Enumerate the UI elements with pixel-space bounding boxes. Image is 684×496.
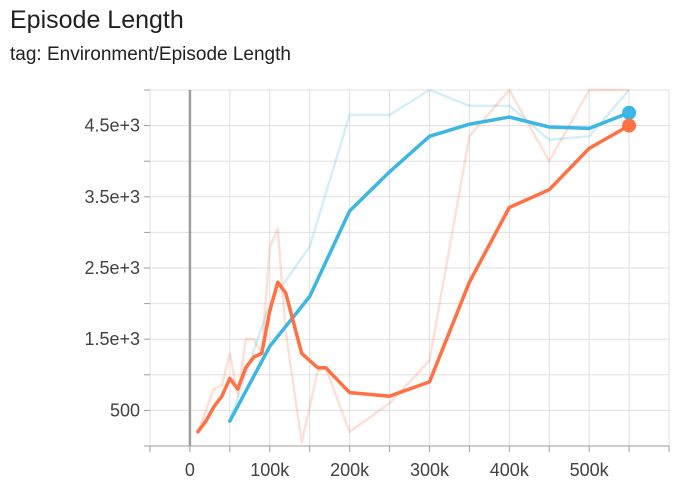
- y-tick-label: 3.5e+3: [84, 187, 140, 207]
- x-tick-label: 200k: [330, 460, 370, 480]
- chart-subtitle: tag: Environment/Episode Length: [10, 44, 291, 65]
- y-tick-label: 1.5e+3: [84, 329, 140, 349]
- series-end-marker: [622, 118, 637, 133]
- series-smoothed-line: [228, 111, 631, 423]
- axes: [144, 89, 670, 452]
- chart-title: Episode Length: [10, 6, 184, 34]
- grid: [149, 89, 670, 446]
- series-smoothed-line: [196, 123, 631, 434]
- series-end-marker: [622, 105, 637, 120]
- x-tick-label: 0: [185, 460, 195, 480]
- x-tick-label: 300k: [410, 460, 450, 480]
- series-raw-line: [196, 88, 630, 444]
- x-tick-label: 100k: [250, 460, 290, 480]
- x-tick-label: 500k: [570, 460, 610, 480]
- y-tick-label: 4.5e+3: [84, 116, 140, 136]
- series-lines: [196, 88, 631, 444]
- tick-labels: 0 100k 200k 300k 400k 500k 500 1.5e+3 2.5e+3 3.5e…: [84, 116, 609, 480]
- series-raw-line: [228, 88, 631, 422]
- y-tick-label: 500: [110, 400, 140, 420]
- y-tick-label: 2.5e+3: [84, 258, 140, 278]
- x-tick-label: 400k: [490, 460, 530, 480]
